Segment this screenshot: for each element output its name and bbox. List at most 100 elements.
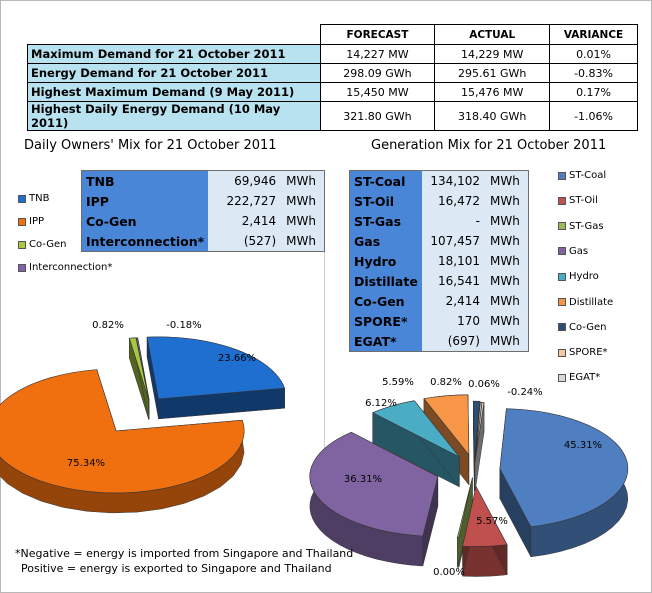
pie-chart-1: 45.31% 5.57% 0.00% 36.31% 6.12% 5.59% 0.82% 0.0…: [309, 377, 629, 578]
generation-row-name: EGAT*: [349, 331, 422, 352]
legend-label: IPP: [29, 216, 45, 227]
generation-row-name: ST-Coal: [349, 170, 422, 191]
owners-row-name: Interconnection*: [81, 231, 209, 252]
owners-row-unit: MWh: [280, 211, 325, 231]
legend-swatch: [18, 217, 26, 226]
generation-row-value: 134,102: [422, 170, 484, 191]
summary-header-row: FORECAST ACTUAL VARIANCE: [27, 24, 638, 45]
pie-slice-cogen: [128, 337, 150, 400]
generation-row-name: Hydro: [349, 251, 422, 271]
legend-swatch: [18, 194, 26, 203]
pie-slice-egat: [474, 402, 485, 463]
owners-row-unit: MWh: [280, 191, 325, 211]
pie-slice-cogen: [473, 400, 481, 462]
legend-swatch: [558, 373, 566, 382]
legend-item: Gas: [558, 246, 588, 257]
generation-mix-table: ST-Coal 134,102 MWh ST-Oil 16,472 MWh ST-Gas…: [349, 170, 529, 352]
owners-row-value: 69,946: [208, 170, 281, 191]
legend-item: ST-Gas: [558, 221, 604, 232]
pie-slice-stcoal: [499, 408, 629, 528]
generation-row-name: Gas: [349, 231, 422, 251]
pie-slice-gas: [309, 431, 439, 537]
summary-row: Maximum Demand for 21 October 2011 14,22…: [27, 44, 638, 64]
generation-row-name: ST-Gas: [349, 211, 422, 231]
summary-row-variance: 0.17%: [549, 82, 638, 102]
summary-row-forecast: 298.09 GWh: [319, 63, 436, 83]
note-line-2: Positive = energy is exported to Singapo…: [21, 562, 332, 575]
generation-row-unit: MWh: [484, 271, 529, 291]
pie-data-label: 0.82%: [92, 320, 124, 331]
summary-row-label: Maximum Demand for 21 October 2011: [27, 44, 321, 64]
owners-row: Interconnection* (527) MWh: [81, 231, 325, 252]
owners-row-name: TNB: [81, 170, 209, 191]
generation-row-unit: MWh: [484, 331, 529, 352]
legend-label: ST-Gas: [569, 220, 604, 232]
generation-mix-title: Generation Mix for 21 October 2011: [371, 138, 607, 153]
generation-row: ST-Gas - MWh: [349, 211, 529, 231]
legend-swatch: [558, 247, 566, 256]
pie-data-label: 6.12%: [365, 398, 397, 409]
legend-swatch: [18, 240, 26, 249]
pie-data-label: 75.34%: [67, 458, 105, 469]
legend-item: Hydro: [558, 271, 599, 282]
summary-row-forecast: 14,227 MW: [319, 44, 436, 64]
section-divider: [324, 173, 325, 535]
legend-swatch: [558, 196, 566, 205]
legend-item: EGAT*: [558, 372, 600, 383]
generation-row-unit: MWh: [484, 211, 529, 231]
summary-row-label: Highest Daily Energy Demand (10 May 2011…: [27, 101, 321, 131]
pie-data-label: -0.24%: [507, 387, 542, 398]
pie-slice-stgas: [457, 477, 473, 538]
legend-label: Distillate: [569, 296, 614, 308]
pie-data-label: 36.31%: [344, 474, 382, 485]
pie-slice-interconnection: [135, 337, 150, 400]
generation-row-value: 18,101: [422, 251, 484, 271]
summary-row-actual: 295.61 GWh: [434, 63, 551, 83]
generation-row-unit: MWh: [484, 311, 529, 331]
owners-row-value: 2,414: [208, 211, 281, 231]
generation-row-unit: MWh: [484, 291, 529, 311]
legend-item: ST-Oil: [558, 195, 598, 206]
pie-data-label: 0.82%: [430, 377, 462, 388]
pie-slice-distillate: [423, 394, 470, 456]
note-line-1: *Negative = energy is imported from Sing…: [15, 547, 354, 560]
summary-row-label: Energy Demand for 21 October 2011: [27, 63, 321, 83]
legend-label: ST-Coal: [569, 170, 607, 181]
legend-swatch: [558, 298, 566, 306]
generation-row: Co-Gen 2,414 MWh: [349, 291, 529, 311]
legend-label: ST-Oil: [569, 195, 598, 207]
owners-mix-table: TNB 69,946 MWh IPP 222,727 MWh Co-Gen 2,414 MW…: [81, 170, 326, 252]
summary-header-variance: VARIANCE: [549, 24, 638, 45]
generation-row-value: 107,457: [422, 231, 484, 251]
generation-row-value: 170: [422, 311, 484, 331]
legend-swatch: [558, 272, 566, 281]
owners-row: IPP 222,727 MWh: [81, 191, 325, 211]
summary-header-forecast: FORECAST: [319, 24, 436, 45]
summary-row: Energy Demand for 21 October 2011 298.09…: [27, 63, 638, 83]
generation-row: Gas 107,457 MWh: [349, 231, 529, 251]
legend-label: EGAT*: [569, 372, 601, 384]
summary-header-blank: [27, 24, 321, 45]
legend-swatch: [558, 348, 566, 357]
generation-row-value: -: [422, 211, 484, 231]
legend-label: Interconnection*: [29, 262, 113, 273]
generation-row: SPORE* 170 MWh: [349, 311, 529, 331]
legend-label: Hydro: [569, 271, 599, 283]
legend-item: Co-Gen: [558, 322, 607, 333]
legend-label: Co-Gen: [569, 321, 607, 333]
pie-data-label: 0.00%: [433, 567, 465, 578]
generation-row-name: ST-Oil: [349, 191, 422, 211]
owners-row-name: Co-Gen: [81, 211, 209, 231]
owners-row-unit: MWh: [280, 231, 325, 252]
generation-row-unit: MWh: [484, 251, 529, 271]
legend-swatch: [18, 263, 26, 272]
pie-slice-ipp: [0, 369, 245, 494]
legend-label: TNB: [29, 193, 50, 204]
summary-row: Highest Maximum Demand (9 May 2011) 15,4…: [27, 82, 638, 102]
pie-data-label: 0.06%: [468, 379, 500, 390]
owners-row: Co-Gen 2,414 MWh: [81, 211, 325, 231]
owners-mix-title: Daily Owners' Mix for 21 October 2011: [24, 138, 277, 153]
owners-row-unit: MWh: [280, 170, 325, 191]
owners-row-name: IPP: [81, 191, 209, 211]
legend-item: Co-Gen: [18, 239, 67, 250]
